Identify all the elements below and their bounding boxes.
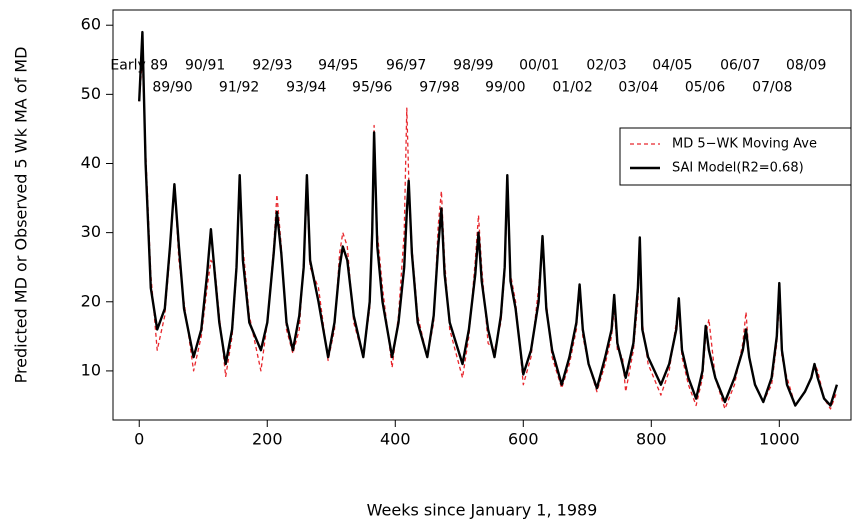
season-label: 07/08 (752, 79, 792, 95)
y-tick-label: 10 (81, 360, 101, 379)
season-label: 89/90 (152, 79, 192, 95)
series-line (138, 59, 838, 410)
season-label: 00/01 (519, 57, 559, 73)
x-tick-label: 600 (508, 430, 539, 449)
season-label: 99/00 (485, 79, 525, 95)
season-label: 95/96 (352, 79, 392, 95)
x-tick-label: 1000 (759, 430, 800, 449)
y-axis-label: Predicted MD or Observed 5 Wk MA of MD (12, 47, 31, 384)
season-label: 03/04 (618, 79, 658, 95)
x-tick-label: 200 (252, 430, 283, 449)
x-axis-label: Weeks since January 1, 1989 (367, 501, 598, 520)
season-label: 98/99 (453, 57, 493, 73)
season-label: 04/05 (652, 57, 692, 73)
y-tick-label: 30 (81, 222, 101, 241)
legend-box (619, 127, 852, 186)
season-label: 91/92 (219, 79, 259, 95)
season-label: 90/91 (185, 57, 225, 73)
y-tick-label: 20 (81, 291, 101, 310)
y-tick-label: 50 (81, 84, 101, 103)
season-label: 94/95 (318, 57, 358, 73)
series-line (138, 30, 839, 407)
season-label: 96/97 (386, 57, 426, 73)
x-tick-label: 800 (636, 430, 667, 449)
season-label: 02/03 (586, 57, 626, 73)
season-label: 92/93 (252, 57, 292, 73)
season-label: 08/09 (786, 57, 826, 73)
season-label: Early 89 (110, 57, 168, 73)
legend-label: SAI Model(R2=0.68) (672, 161, 804, 176)
legend-label: MD 5−WK Moving Ave (672, 137, 817, 152)
season-label: 01/02 (552, 79, 592, 95)
season-label: 97/98 (419, 79, 459, 95)
x-tick-label: 400 (380, 430, 411, 449)
y-tick-label: 40 (81, 153, 101, 172)
x-tick-label: 0 (134, 430, 144, 449)
season-label: 06/07 (720, 57, 760, 73)
season-label: 93/94 (286, 79, 326, 95)
plot-frame (112, 9, 852, 421)
y-tick-label: 60 (81, 15, 101, 34)
season-label: 05/06 (685, 79, 725, 95)
